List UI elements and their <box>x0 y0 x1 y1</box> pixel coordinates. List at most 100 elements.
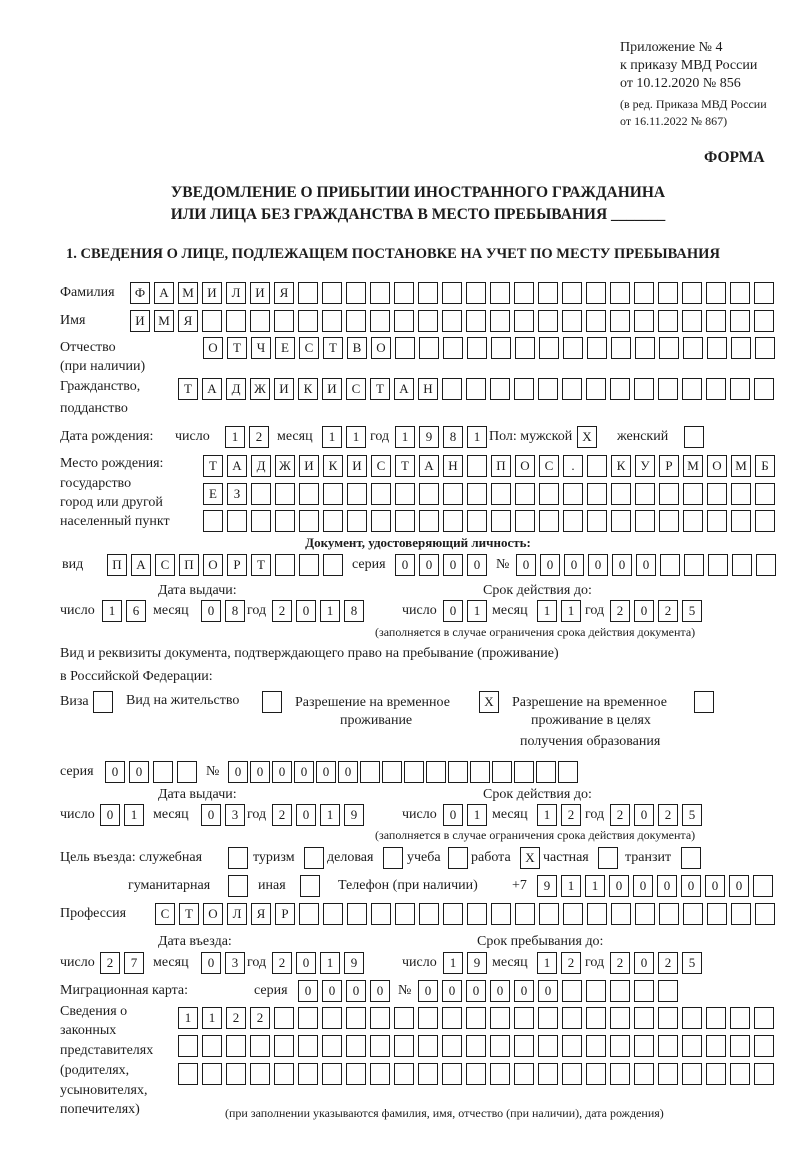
char-box[interactable] <box>694 691 714 713</box>
char-box[interactable]: 1 <box>202 1007 222 1029</box>
purpose-work-checkbox[interactable]: X <box>520 847 540 869</box>
char-box[interactable]: С <box>539 455 559 477</box>
char-box[interactable]: 0 <box>443 554 463 576</box>
char-box[interactable] <box>418 1035 438 1057</box>
char-box[interactable] <box>467 510 487 532</box>
char-box[interactable] <box>250 1035 270 1057</box>
char-box[interactable]: 1 <box>320 804 340 826</box>
char-box[interactable] <box>394 1007 414 1029</box>
char-box[interactable] <box>418 310 438 332</box>
char-box[interactable] <box>394 1035 414 1057</box>
char-box[interactable] <box>754 378 774 400</box>
char-box[interactable] <box>262 691 282 713</box>
char-box[interactable]: X <box>577 426 597 448</box>
char-box[interactable] <box>514 378 534 400</box>
purpose-study-checkbox[interactable] <box>448 847 468 869</box>
char-box[interactable] <box>467 483 487 505</box>
char-box[interactable] <box>426 761 446 783</box>
char-box[interactable]: 1 <box>178 1007 198 1029</box>
char-box[interactable]: 0 <box>316 761 336 783</box>
char-box[interactable] <box>383 847 403 869</box>
char-box[interactable]: Я <box>274 282 294 304</box>
char-box[interactable] <box>346 1035 366 1057</box>
char-box[interactable] <box>755 903 775 925</box>
char-box[interactable] <box>274 1063 294 1085</box>
char-box[interactable]: М <box>683 455 703 477</box>
char-box[interactable] <box>587 510 607 532</box>
char-box[interactable] <box>514 310 534 332</box>
char-box[interactable] <box>684 554 704 576</box>
char-box[interactable]: 5 <box>682 804 702 826</box>
char-box[interactable]: З <box>227 483 247 505</box>
char-box[interactable]: 2 <box>610 952 630 974</box>
char-box[interactable]: 6 <box>126 600 146 622</box>
char-box[interactable] <box>658 1063 678 1085</box>
char-box[interactable] <box>323 903 343 925</box>
char-box[interactable]: Т <box>370 378 390 400</box>
char-box[interactable] <box>419 483 439 505</box>
char-box[interactable]: Е <box>203 483 223 505</box>
char-box[interactable] <box>610 1063 630 1085</box>
char-box[interactable] <box>490 378 510 400</box>
char-box[interactable] <box>346 310 366 332</box>
char-box[interactable] <box>539 337 559 359</box>
char-box[interactable]: 0 <box>705 875 725 897</box>
char-box[interactable] <box>682 1007 702 1029</box>
char-box[interactable]: Д <box>251 455 271 477</box>
char-box[interactable] <box>371 903 391 925</box>
char-box[interactable]: В <box>347 337 367 359</box>
char-box[interactable] <box>682 1063 702 1085</box>
char-box[interactable]: 7 <box>124 952 144 974</box>
char-box[interactable] <box>93 691 113 713</box>
char-box[interactable]: П <box>107 554 127 576</box>
char-box[interactable] <box>492 761 512 783</box>
char-box[interactable]: X <box>479 691 499 713</box>
char-box[interactable]: Т <box>179 903 199 925</box>
char-box[interactable]: Ф <box>130 282 150 304</box>
char-box[interactable] <box>610 282 630 304</box>
char-box[interactable]: 2 <box>561 952 581 974</box>
char-box[interactable] <box>634 1007 654 1029</box>
char-box[interactable]: 1 <box>395 426 415 448</box>
char-box[interactable] <box>586 980 606 1002</box>
char-box[interactable]: И <box>250 282 270 304</box>
char-box[interactable]: 2 <box>610 600 630 622</box>
char-box[interactable]: 1 <box>467 600 487 622</box>
char-box[interactable]: Т <box>203 455 223 477</box>
representatives-row-2[interactable] <box>178 1035 774 1057</box>
char-box[interactable] <box>562 282 582 304</box>
char-box[interactable] <box>708 554 728 576</box>
char-box[interactable] <box>586 1063 606 1085</box>
char-box[interactable] <box>634 310 654 332</box>
char-box[interactable]: О <box>371 337 391 359</box>
char-box[interactable]: 0 <box>338 761 358 783</box>
char-box[interactable] <box>370 1007 390 1029</box>
char-box[interactable] <box>707 337 727 359</box>
char-box[interactable]: 0 <box>201 600 221 622</box>
char-box[interactable] <box>515 337 535 359</box>
char-box[interactable]: 0 <box>467 554 487 576</box>
char-box[interactable]: А <box>394 378 414 400</box>
char-box[interactable] <box>322 1035 342 1057</box>
char-box[interactable] <box>419 510 439 532</box>
char-box[interactable] <box>394 1063 414 1085</box>
char-box[interactable] <box>360 761 380 783</box>
char-box[interactable] <box>754 1063 774 1085</box>
char-box[interactable] <box>418 282 438 304</box>
char-box[interactable]: 2 <box>226 1007 246 1029</box>
